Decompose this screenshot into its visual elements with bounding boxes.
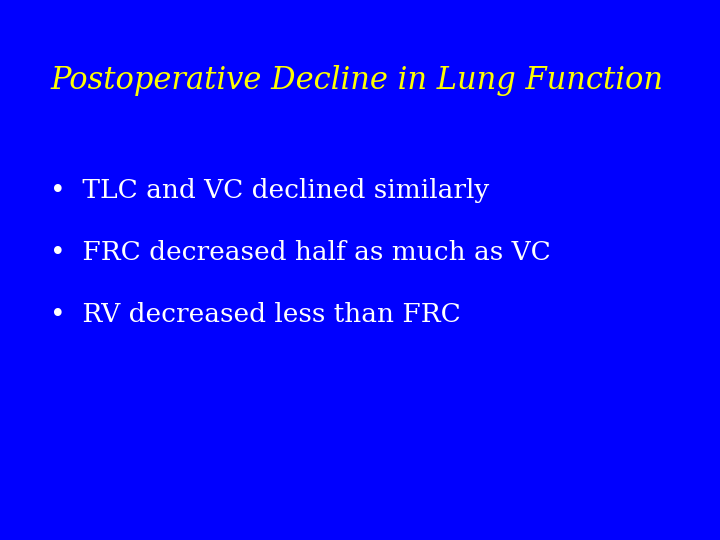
Text: •  TLC and VC declined similarly: • TLC and VC declined similarly <box>50 178 490 203</box>
Text: •  RV decreased less than FRC: • RV decreased less than FRC <box>50 302 461 327</box>
Text: Postoperative Decline in Lung Function: Postoperative Decline in Lung Function <box>50 65 663 96</box>
Text: •  FRC decreased half as much as VC: • FRC decreased half as much as VC <box>50 240 551 265</box>
